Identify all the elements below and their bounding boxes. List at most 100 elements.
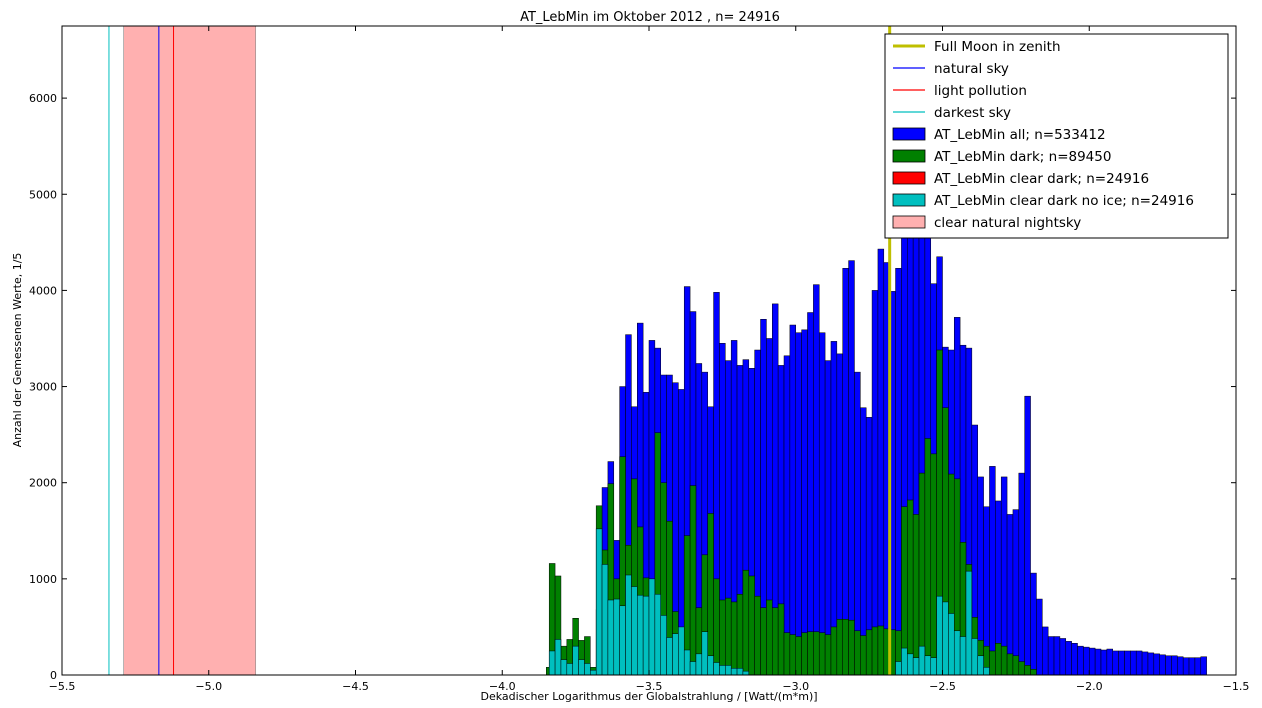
bar-cyan-prefix-5 (578, 659, 585, 676)
bar-s1-28 (760, 607, 767, 676)
bar-green-tail-7 (1018, 661, 1025, 676)
bar-s3-14 (678, 626, 685, 676)
bar-cyan-tail-12 (965, 570, 973, 676)
bar-s1-29 (766, 599, 773, 676)
bar-s1-35 (801, 632, 808, 676)
bar-green-tail-8 (1024, 665, 1031, 676)
bar-s3-7 (637, 594, 644, 676)
bar-cyan-tail-8 (942, 601, 949, 676)
legend-label-7: AT_LebMin clear dark no ice; n=24916 (934, 193, 1194, 209)
bar-s0-82 (1077, 645, 1084, 676)
bar-s0-94 (1147, 652, 1155, 676)
bar-s0-95 (1153, 653, 1160, 676)
bar-s1-38 (818, 632, 826, 676)
bar-s3-10 (654, 593, 661, 676)
x-tick-label-0: −5.5 (49, 680, 76, 693)
bar-s1-21 (719, 599, 726, 676)
bar-cyan-prefix-0 (548, 650, 556, 676)
bar-s1-26 (748, 575, 755, 676)
bar-s1-16 (689, 485, 697, 676)
bar-s1-45 (860, 635, 867, 676)
bar-s3-5 (625, 574, 632, 676)
bar-s1-32 (783, 632, 791, 676)
bar-s0-97 (1165, 655, 1172, 676)
bar-s1-48 (877, 625, 885, 676)
bar-s0-81 (1071, 643, 1078, 676)
bar-s0-93 (1141, 651, 1149, 676)
bar-s3-8 (642, 595, 650, 676)
x-tick-label-4: −3.5 (636, 680, 663, 693)
bar-s0-73 (1024, 395, 1031, 676)
bar-cyan-tail-0 (895, 661, 902, 676)
x-tick-label-3: −4.0 (489, 680, 516, 693)
bar-s0-84 (1089, 647, 1096, 676)
bar-cyan-prefix-7 (590, 669, 597, 676)
bar-s1-41 (836, 618, 843, 676)
bar-s0-101 (1188, 657, 1196, 676)
bar-s3-18 (701, 631, 708, 676)
legend-swatch-8 (892, 215, 926, 229)
legend-label-3: darkest sky (934, 105, 1011, 121)
legend: Full Moon in zenith natural sky light poll… (884, 33, 1229, 239)
bar-s0-75 (1036, 598, 1043, 676)
bar-s0-69 (1000, 476, 1008, 676)
bar-s0-90 (1124, 650, 1131, 676)
bar-s3-17 (695, 653, 703, 676)
bar-s3-9 (648, 578, 656, 676)
y-tick-label-6: 6000 (29, 92, 57, 105)
bar-s1-39 (824, 634, 832, 676)
bar-s0-35 (801, 329, 808, 676)
legend-label-2: light pollution (934, 83, 1027, 99)
bar-s1-25 (742, 569, 750, 676)
legend-label-6: AT_LebMin clear dark; n=24916 (934, 171, 1149, 187)
bar-cyan-tail-2 (907, 653, 914, 676)
bar-s0-99 (1177, 656, 1184, 676)
bar-s1-20 (713, 578, 720, 676)
y-tick-label-3: 3000 (29, 381, 57, 394)
bar-green-tail-2 (989, 650, 996, 676)
bar-s3-25 (742, 670, 750, 676)
bar-s0-103 (1200, 656, 1207, 676)
bar-s0-38 (818, 332, 826, 676)
bar-s0-71 (1012, 509, 1020, 676)
bar-s0-34 (795, 332, 802, 676)
bar-s3-1 (601, 564, 609, 676)
bar-cyan-prefix-2 (560, 659, 568, 676)
legend-swatch-4 (892, 127, 926, 141)
bar-s0-78 (1053, 636, 1061, 676)
bar-green-tail-5 (1006, 653, 1014, 676)
bar-cyan-tail-9 (948, 613, 955, 676)
bar-s1-23 (730, 601, 738, 676)
bar-s1-44 (854, 630, 861, 676)
bar-s0-87 (1106, 648, 1113, 676)
chart-title: AT_LebMin im Oktober 2012 , n= 24916 (520, 10, 780, 25)
bar-s3-24 (736, 668, 744, 676)
bar-s0-48 (877, 248, 885, 676)
bar-s0-51 (895, 268, 902, 676)
legend-swatch-6 (892, 171, 926, 185)
bars-clear-dark-no-ice-series (548, 528, 990, 676)
bar-s1-40 (830, 626, 838, 676)
bar-s1-19 (707, 513, 714, 676)
bar-s0-83 (1083, 646, 1090, 676)
bar-s0-36 (807, 312, 814, 676)
bar-cyan-prefix-1 (554, 639, 562, 676)
bar-s1-27 (754, 595, 761, 676)
bar-s1-46 (865, 629, 873, 676)
legend-label-0: Full Moon in zenith (934, 39, 1061, 55)
x-tick-label-6: −2.5 (929, 680, 956, 693)
bar-s1-30 (772, 607, 779, 676)
bar-s1-55 (918, 472, 926, 676)
y-axis-label: Anzahl der Gemessenen Werte, 1/5 (11, 253, 24, 448)
shaded-region-0 (123, 25, 257, 676)
bar-cyan-tail-15 (983, 667, 990, 676)
bar-s1-54 (912, 514, 920, 676)
bar-cyan-tail-5 (924, 655, 932, 676)
legend-label-5: AT_LebMin dark; n=89450 (934, 149, 1111, 165)
axis-ticks: −5.5 −5.0 −4.5 −4.0 −3.5 −3.0 −2.5 −2.0 −1.5 0 100… (29, 26, 1249, 693)
bar-s1-43 (848, 619, 855, 676)
bar-s0-77 (1047, 636, 1055, 676)
bar-s3-23 (730, 668, 738, 676)
bar-cyan-prefix-4 (572, 645, 579, 676)
